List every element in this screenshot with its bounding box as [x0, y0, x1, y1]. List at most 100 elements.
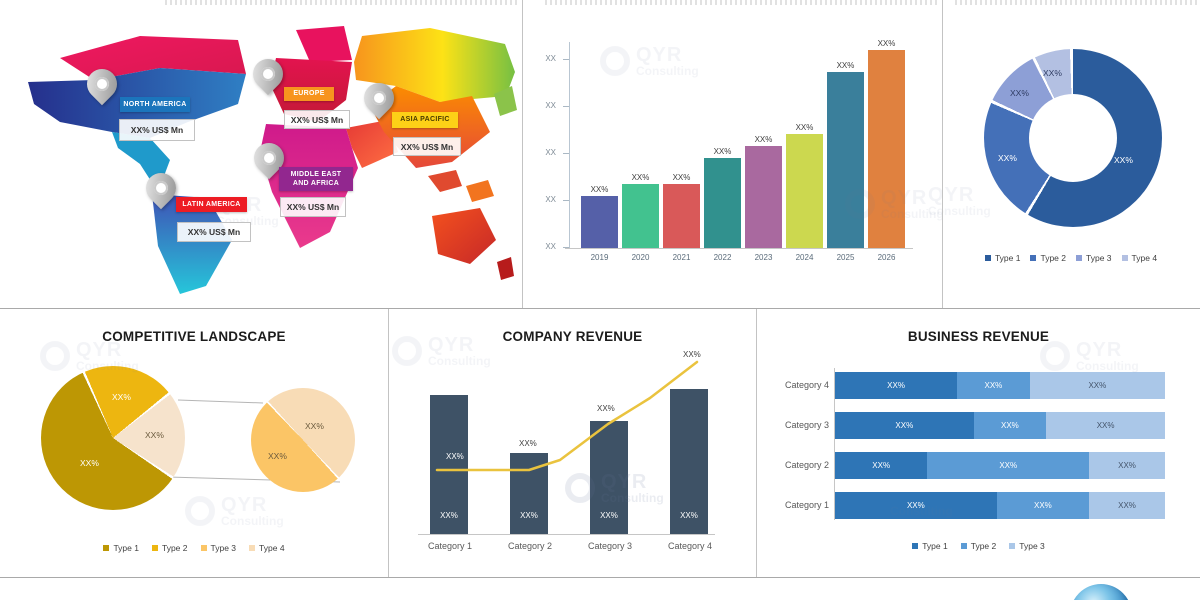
legend-label: Type 1 [922, 541, 948, 551]
x-axis-line [418, 534, 715, 535]
map-pin-north-america [85, 69, 119, 115]
map-pin-asia-pacific [362, 83, 396, 129]
map-pin-latin-america [144, 173, 178, 219]
legend-label: Type 1 [113, 543, 139, 553]
y-tick: XX [545, 195, 556, 204]
y-tick: XX [545, 101, 556, 110]
year-bar [786, 134, 823, 248]
donut-slice-label: XX% [1010, 88, 1029, 98]
region-label-asia-pacific: ASIA PACIFIC [392, 112, 458, 128]
legend-bullet [1030, 255, 1037, 261]
donut-legend: Type 1 Type 2 Type 3 Type 4 [942, 253, 1200, 263]
map-south-america [152, 194, 232, 294]
y-tick: XX [545, 54, 556, 63]
year-bar [581, 196, 618, 248]
clipped-title-remnant [955, 0, 1200, 5]
stacked-segment: XX% [835, 372, 958, 399]
legend-bullet [1076, 255, 1082, 261]
bar-value-label: XX% [680, 511, 698, 520]
stacked-segment: XX% [835, 412, 974, 439]
pie-slice-label: XX% [112, 392, 131, 402]
category-axis-labels: Category 4 Category 3 Category 2 Categor… [784, 380, 829, 510]
company-bar: XX% [590, 420, 628, 534]
row-divider [0, 577, 1200, 578]
y-tick: XX [545, 242, 556, 251]
map-new-zealand [497, 257, 514, 280]
year-bar [704, 158, 741, 248]
company-bars: XX% XX% XX% XX% [430, 360, 708, 534]
region-value-europe: XX% US$ Mn [284, 110, 350, 129]
map-greenland [296, 26, 352, 62]
region-label-europe: EUROPE [284, 87, 334, 101]
legend-bullet [960, 543, 967, 549]
region-value-latin-america: XX% US$ Mn [177, 222, 251, 242]
main-pie-chart [41, 366, 185, 510]
year-bar [663, 184, 700, 248]
stacked-segment: XX% [927, 452, 1090, 479]
revenue-trend-line [435, 360, 699, 472]
y-tick: XX [545, 148, 556, 157]
year-bar [745, 146, 782, 248]
stacked-segment: XX% [996, 492, 1090, 519]
row-divider [0, 308, 1200, 309]
legend-label: Type 3 [1086, 253, 1112, 263]
world-map-panel: NORTH AMERICA XX% US$ Mn EUROPE XX% US$ … [0, 0, 522, 308]
legend-label: Type 4 [259, 543, 285, 553]
region-label-north-america: NORTH AMERICA [120, 97, 190, 112]
stacked-segment: XX% [835, 452, 928, 479]
legend-bullet [912, 543, 919, 549]
legend-bullet [200, 545, 207, 551]
clipped-title-remnant [165, 0, 520, 5]
panel-title: COMPETITIVE LANDSCAPE [102, 329, 286, 344]
pie-slice-label: XX% [145, 430, 164, 440]
year-bars: XX% XX% XX% XX% XX% XX% XX% XX% [581, 39, 913, 248]
business-legend: Type 1 Type 2 Type 3 [757, 541, 1200, 551]
bar-value-label: XX% [713, 147, 732, 156]
legend-label: Type 3 [210, 543, 237, 553]
pie-slice-label: XX% [268, 451, 287, 461]
line-value-label: XX% [519, 439, 537, 448]
bar-value-label: XX% [600, 511, 618, 520]
bar-value-label: XX% [440, 511, 458, 520]
region-label-latin-america: LATIN AMERICA [176, 197, 247, 212]
legend-bullet [249, 545, 256, 551]
stacked-segment: XX% [1089, 452, 1165, 479]
line-value-label: XX% [597, 404, 615, 413]
revenue-line [435, 360, 699, 472]
globe-logo [1070, 584, 1132, 600]
bar-value-label: XX% [590, 185, 609, 194]
year-bar [622, 184, 659, 248]
panel-divider [522, 0, 523, 309]
bar-value-label: XX% [672, 173, 691, 182]
map-pin-europe [251, 59, 285, 105]
y-axis-line [569, 42, 570, 248]
x-axis-line [565, 248, 913, 249]
legend-bullet [1121, 255, 1128, 261]
region-value-middle-east-africa: XX% US$ Mn [280, 197, 346, 217]
panel-divider [942, 0, 943, 309]
legend-label: Type 1 [994, 253, 1021, 263]
qyr-logo-icon [1040, 341, 1070, 371]
year-axis-labels: 2019 2020 2021 2022 2023 2024 2025 2026 [590, 253, 896, 262]
map-pin-middle-east-africa [252, 143, 286, 189]
stacked-segment: XX% [1089, 492, 1165, 519]
donut-slice-label: XX% [1114, 155, 1133, 165]
year-bar [868, 50, 905, 248]
bar-value-label: XX% [520, 511, 538, 520]
y-axis-line [834, 368, 835, 520]
stacked-segment: XX% [973, 412, 1047, 439]
bar-value-label: XX% [754, 135, 773, 144]
region-label-middle-east-africa: MIDDLE EAST AND AFRICA [279, 167, 353, 191]
pie-slice-label: XX% [80, 458, 99, 468]
region-value-asia-pacific: XX% US$ Mn [393, 137, 461, 156]
stacked-bars: XX% XX% XX% XX% XX% XX% XX% XX% XX% XX% … [835, 372, 1165, 532]
map-se-asia [428, 170, 462, 192]
panel-title: BUSINESS REVENUE [907, 329, 1050, 344]
stacked-segment: XX% [1046, 412, 1165, 439]
company-bar: XX% [430, 394, 468, 534]
panel-divider [388, 309, 389, 577]
legend-bullet [984, 255, 991, 261]
